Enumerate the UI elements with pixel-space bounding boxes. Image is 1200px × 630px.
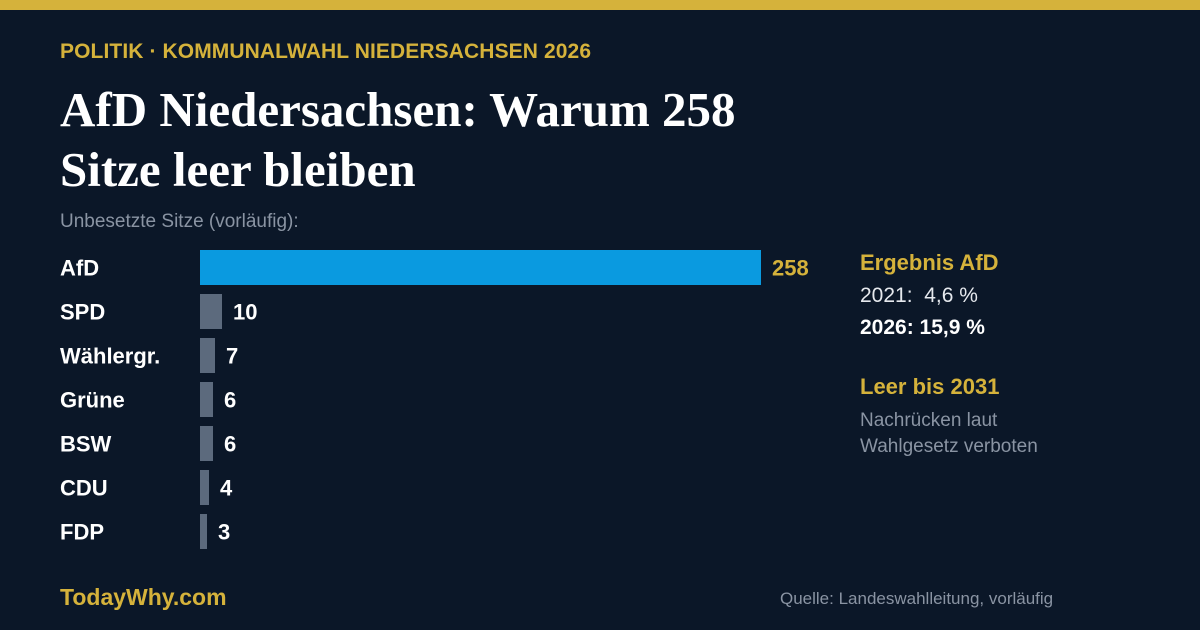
bar-fdp — [200, 514, 207, 549]
source-note: Quelle: Landeswahlleitung, vorläufig — [780, 589, 1054, 608]
category-label: BSW — [60, 432, 112, 457]
value-label: 6 — [224, 432, 236, 457]
kicker: POLITIK · KOMMUNALWAHL NIEDERSACHSEN 202… — [60, 40, 592, 63]
empty-heading: Leer bis 2031 — [860, 374, 1000, 399]
side-panel: Ergebnis AfD 2021: 4,6 % 2026: 15,9 % Le… — [860, 250, 1160, 460]
bar-bsw — [200, 426, 213, 461]
bar-spd — [200, 294, 222, 329]
result-2021: 2021: 4,6 % — [860, 284, 978, 307]
top-accent-bar — [0, 0, 1200, 10]
empty-note-line-2: Wahlgesetz verboten — [860, 436, 1038, 457]
category-label: Wählergr. — [60, 344, 160, 369]
headline: AfD Niedersachsen: Warum 258 Sitze leer … — [60, 80, 860, 200]
bar-cdu — [200, 470, 209, 505]
value-label: 4 — [220, 476, 233, 501]
result-2026: 2026: 15,9 % — [860, 316, 985, 339]
headline-line-1: AfD Niedersachsen: Warum 258 — [60, 82, 736, 137]
category-label: SPD — [60, 300, 105, 325]
value-label: 3 — [218, 520, 230, 545]
headline-line-2: Sitze leer bleiben — [60, 142, 416, 197]
category-label: CDU — [60, 476, 108, 501]
bar-grüne — [200, 382, 213, 417]
value-label: 10 — [233, 300, 257, 325]
bar-wählergr — [200, 338, 215, 373]
value-label: 7 — [226, 344, 238, 369]
category-label: FDP — [60, 520, 104, 545]
chart-subtitle: Unbesetzte Sitze (vorläufig): — [60, 211, 299, 232]
empty-note-line-1: Nachrücken laut — [860, 410, 998, 431]
category-label: AfD — [60, 256, 99, 281]
category-label: Grüne — [60, 388, 125, 413]
brand-link[interactable]: TodayWhy.com — [60, 584, 227, 610]
value-label: 258 — [772, 256, 809, 281]
bar-afd — [200, 250, 761, 285]
value-label: 6 — [224, 388, 236, 413]
result-heading: Ergebnis AfD — [860, 250, 999, 275]
